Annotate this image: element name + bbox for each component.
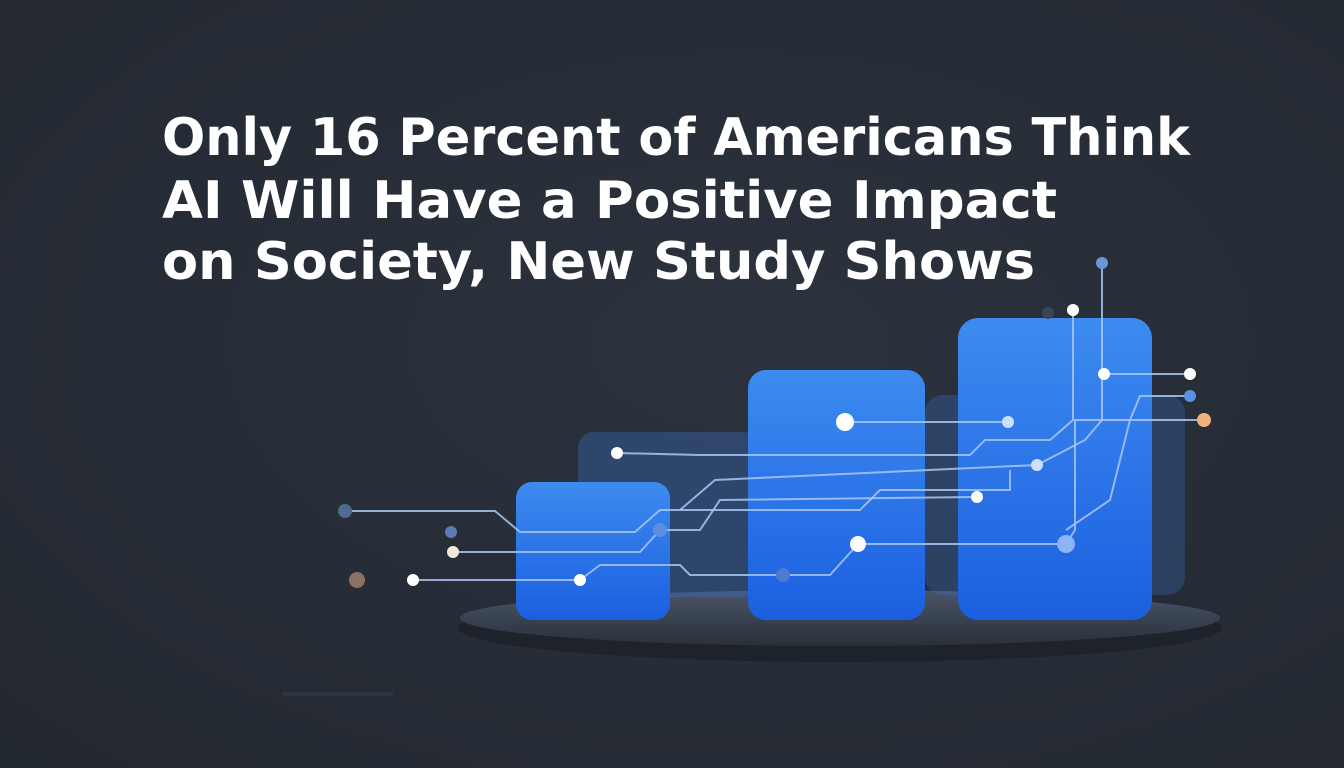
headline-line: on Society, New Study Shows xyxy=(162,232,1035,292)
node xyxy=(1184,368,1196,380)
wire xyxy=(679,263,1103,511)
node xyxy=(611,447,623,459)
node xyxy=(447,546,459,558)
node xyxy=(971,491,983,503)
wire xyxy=(1065,395,1190,531)
node xyxy=(407,574,419,586)
node xyxy=(653,523,667,537)
nodes xyxy=(338,257,1211,588)
wire xyxy=(616,310,1074,456)
node xyxy=(1096,257,1108,269)
node xyxy=(1057,535,1075,553)
headline-line: AI Will Have a Positive Impact xyxy=(162,171,1057,231)
node xyxy=(574,574,586,586)
wire xyxy=(453,496,978,553)
node xyxy=(338,504,352,518)
node xyxy=(850,536,866,552)
node xyxy=(1067,304,1079,316)
wire xyxy=(345,470,1011,533)
node xyxy=(1042,307,1054,319)
node xyxy=(445,526,457,538)
node xyxy=(1184,390,1196,402)
node xyxy=(1098,368,1110,380)
node xyxy=(836,413,854,431)
node xyxy=(1197,413,1211,427)
node xyxy=(349,572,365,588)
node xyxy=(1002,416,1014,428)
graphic xyxy=(283,257,1222,696)
node xyxy=(1031,459,1043,471)
faint-line xyxy=(283,692,393,696)
headline: Only 16 Percent of Americans Think AI Wi… xyxy=(162,108,1191,292)
circuit-lines xyxy=(345,263,1204,581)
wire xyxy=(413,419,1204,581)
node xyxy=(776,568,790,582)
headline-line: Only 16 Percent of Americans Think xyxy=(162,108,1191,168)
bar xyxy=(958,318,1152,620)
bar xyxy=(748,370,925,620)
